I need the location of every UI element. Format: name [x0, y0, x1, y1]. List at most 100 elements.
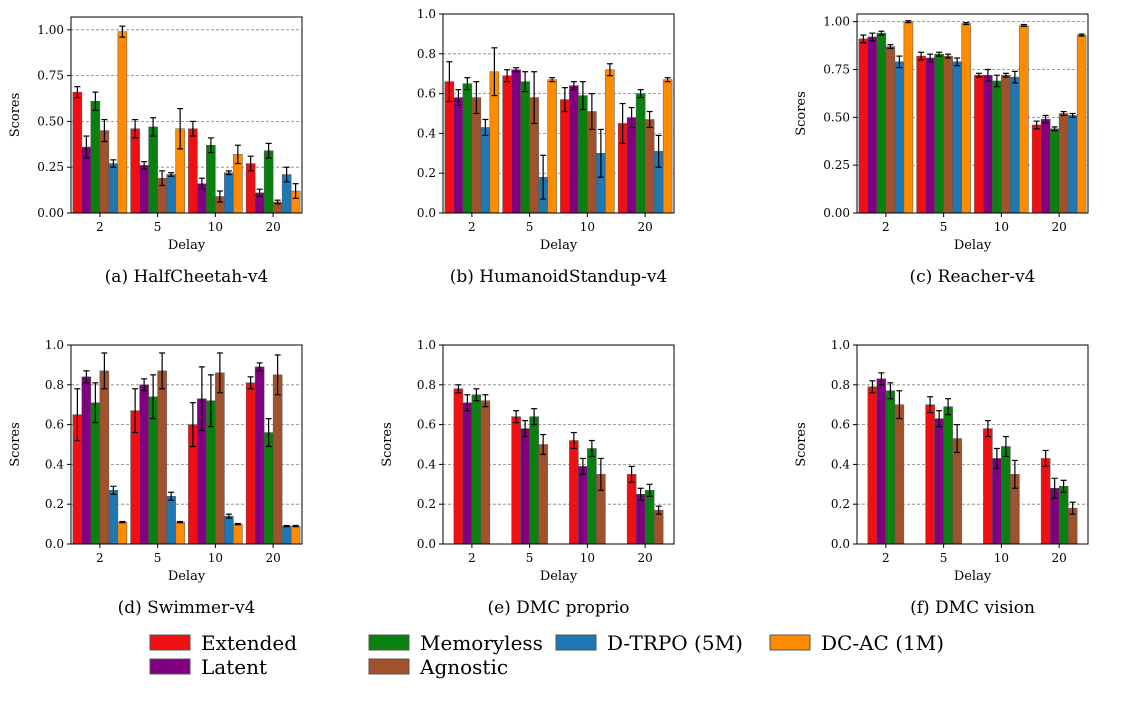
- x-tick-label: 5: [940, 220, 948, 234]
- x-tick-label: 5: [940, 551, 948, 565]
- bar-extended: [974, 74, 984, 214]
- bar-d-trpo-5m-: [166, 495, 176, 545]
- bar-latent: [578, 466, 588, 545]
- panel-caption: (e) DMC proprio: [487, 598, 629, 618]
- bar-memoryless: [876, 32, 887, 214]
- bar-d-trpo-5m-: [1010, 76, 1020, 214]
- axes-frame: [70, 344, 303, 545]
- x-tick-label: 20: [1051, 551, 1066, 565]
- x-tick-label: 5: [526, 551, 534, 565]
- y-axis-label: Scores: [794, 91, 809, 136]
- bar-d-trpo-5m-: [480, 127, 491, 214]
- y-tick-label: 0.75: [37, 69, 64, 83]
- y-tick-label: 0.4: [831, 457, 850, 471]
- legend-label: Extended: [201, 631, 297, 655]
- x-tick-label: 2: [96, 220, 104, 234]
- y-tick-label: 0.2: [417, 497, 436, 511]
- x-tick-label: 10: [580, 551, 595, 565]
- y-tick-label: 1.0: [45, 338, 64, 352]
- bar-memoryless: [462, 83, 473, 214]
- legend-swatch-d-trpo-5m-: [555, 634, 597, 651]
- legend-label: D-TRPO (5M): [607, 631, 743, 655]
- x-tick-label: 10: [994, 551, 1009, 565]
- bar-agnostic: [157, 370, 167, 545]
- y-tick-label: 0.4: [417, 126, 436, 140]
- x-tick-label: 20: [637, 220, 652, 234]
- y-tick-label: 0.8: [45, 378, 64, 392]
- bar-extended: [130, 128, 140, 214]
- bar-dc-ac-1m-: [662, 79, 673, 214]
- bar-latent: [139, 384, 149, 545]
- bar-agnostic: [644, 119, 655, 214]
- bar-extended: [1040, 458, 1051, 545]
- y-tick-label: 1.00: [37, 23, 64, 37]
- legend-label: Agnostic: [419, 655, 508, 679]
- x-tick-label: 5: [154, 551, 162, 565]
- y-tick-label: 0.25: [37, 160, 64, 174]
- bar-latent: [254, 366, 265, 545]
- bar-latent: [1040, 118, 1051, 214]
- bar-extended: [560, 99, 570, 214]
- panel-caption: (a) HalfCheetah-v4: [105, 267, 269, 287]
- bar-memoryless: [992, 80, 1002, 214]
- bar-dc-ac-1m-: [605, 69, 615, 214]
- bar-d-trpo-5m-: [894, 61, 905, 214]
- y-axis-label: Scores: [380, 422, 395, 467]
- y-tick-label: 1.00: [823, 15, 850, 29]
- bar-latent: [992, 458, 1002, 545]
- bar-memoryless: [263, 150, 274, 214]
- bar-memoryless: [587, 448, 597, 545]
- x-tick-label: 10: [208, 551, 223, 565]
- bar-extended: [867, 386, 878, 545]
- bar-latent: [139, 165, 149, 214]
- y-tick-label: 0.6: [417, 87, 436, 101]
- bar-agnostic: [480, 400, 491, 545]
- bar-dc-ac-1m-: [903, 21, 914, 214]
- bar-extended: [858, 38, 869, 214]
- bar-memoryless: [471, 394, 482, 545]
- bar-latent: [462, 402, 473, 545]
- legend-swatch-memoryless: [368, 634, 410, 651]
- bar-latent: [925, 57, 935, 214]
- x-tick-label: 20: [265, 220, 280, 234]
- bar-latent: [520, 428, 530, 545]
- chart-panel-3: 0.00 0.25 0.50 0.75 1.00 2 5 10 20 Delay Scores (c)…: [794, 13, 1089, 287]
- bar-extended: [72, 91, 83, 214]
- chart-panel-2: 0.0 0.2 0.4 0.6 0.8 1.0 2 5 10 20 Delay (b) Humanoi…: [417, 7, 675, 287]
- bar-latent: [867, 36, 878, 214]
- bar-memoryless: [520, 81, 530, 214]
- chart-panel-5: 0.0 0.2 0.4 0.6 0.8 1.0 2 5 10 20 Delay Scores (e) D…: [380, 338, 675, 618]
- y-tick-label: 0.0: [45, 537, 64, 551]
- y-tick-label: 0.2: [831, 497, 850, 511]
- bar-agnostic: [885, 46, 896, 214]
- y-tick-label: 0.00: [823, 206, 850, 220]
- y-tick-label: 0.2: [417, 166, 436, 180]
- x-tick-label: 20: [1051, 220, 1066, 234]
- y-tick-label: 0.00: [37, 206, 64, 220]
- bar-extended: [1031, 124, 1042, 214]
- bar-memoryless: [90, 402, 101, 545]
- y-tick-label: 0.8: [417, 378, 436, 392]
- bar-latent: [453, 97, 464, 214]
- x-tick-label: 2: [882, 220, 890, 234]
- y-tick-label: 0.0: [417, 537, 436, 551]
- bar-extended: [569, 440, 579, 545]
- bar-extended: [983, 428, 993, 545]
- bar-agnostic: [943, 55, 953, 214]
- axes-frame: [442, 13, 675, 214]
- bar-agnostic: [1001, 74, 1011, 214]
- y-tick-label: 0.50: [823, 110, 850, 124]
- x-axis-label: Delay: [168, 238, 206, 253]
- x-axis-label: Delay: [540, 569, 578, 584]
- bar-agnostic: [894, 404, 905, 545]
- x-axis-label: Delay: [954, 238, 992, 253]
- bar-d-trpo-5m-: [281, 525, 292, 545]
- bar-agnostic: [1058, 113, 1069, 214]
- bar-latent: [635, 494, 646, 545]
- x-tick-label: 5: [154, 220, 162, 234]
- bar-latent: [81, 376, 92, 545]
- bar-d-trpo-5m-: [224, 172, 234, 214]
- chart-panel-6: 0.0 0.2 0.4 0.6 0.8 1.0 2 5 10 20 Delay Scores (f) D…: [794, 338, 1089, 618]
- bar-d-trpo-5m-: [108, 163, 119, 214]
